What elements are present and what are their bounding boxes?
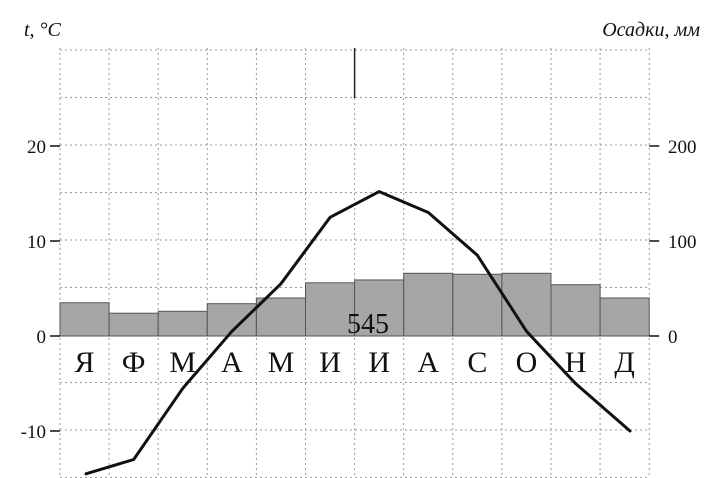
month-label: М (169, 346, 196, 379)
month-label: А (221, 346, 243, 379)
month-label: И (368, 346, 390, 379)
temperature-tick-label: 20 (27, 137, 46, 158)
month-label: Ф (122, 346, 146, 379)
precipitation-bar (452, 273, 503, 337)
month-label: И (319, 346, 341, 379)
precipitation-tick-label: 100 (668, 232, 697, 253)
month-label: О (516, 346, 538, 379)
precipitation-bar (354, 279, 405, 337)
month-label: Д (614, 346, 634, 379)
temperature-tick-label: 10 (27, 232, 46, 253)
precipitation-bar (599, 297, 650, 337)
precipitation-bar (403, 272, 454, 337)
month-label: С (467, 346, 487, 379)
precipitation-bars (59, 272, 650, 337)
precipitation-bar (305, 282, 356, 337)
temperature-line (84, 190, 632, 476)
month-label: А (417, 346, 439, 379)
temperature-tick-label: -10 (21, 422, 46, 443)
temperature-axis: -10 0 10 20 (21, 137, 60, 443)
precipitation-bar (550, 284, 601, 337)
precipitation-bar (108, 312, 159, 337)
precipitation-tick-label: 200 (668, 137, 697, 158)
temperature-tick-label: 0 (37, 327, 47, 348)
precipitation-bar (59, 302, 110, 337)
temperature-axis-label: t, °C (24, 19, 62, 41)
annual-precipitation-total: 545 (347, 309, 389, 340)
month-label: Я (75, 346, 95, 379)
precipitation-bar (255, 297, 306, 337)
precipitation-axis: 0 100 200 (649, 137, 697, 348)
month-label: Н (565, 346, 587, 379)
grid-lines (59, 48, 650, 478)
precipitation-tick-label: 0 (668, 327, 678, 348)
precipitation-axis-label: Осадки, мм (602, 19, 700, 41)
month-label: М (268, 346, 295, 379)
precipitation-bar (157, 310, 208, 337)
